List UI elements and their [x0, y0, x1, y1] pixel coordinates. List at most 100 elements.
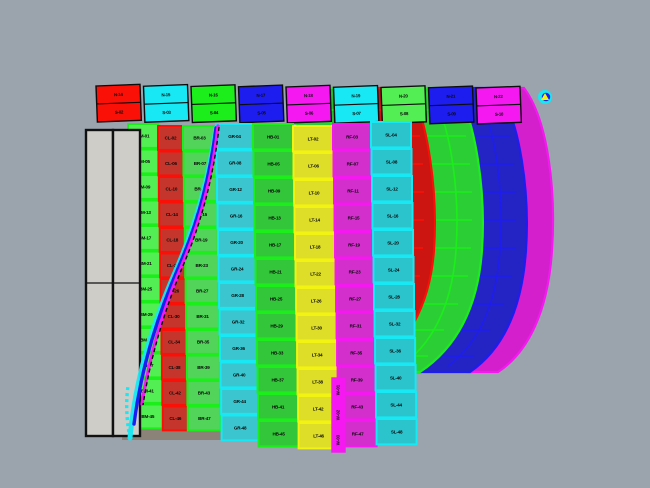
- top-tab-label-1: N-14: [114, 92, 124, 97]
- label-cell[interactable]: [217, 229, 257, 256]
- label-cell-text: LT-14: [309, 217, 320, 222]
- label-cell-text: HB-41: [272, 404, 285, 409]
- label-cell-text: HB-33: [271, 350, 284, 355]
- column-midgreen[interactable]: HB-01 HB-05 HB-09 HB-13 HB-17 HB-21 HB-25 HB-29…: [252, 123, 300, 448]
- label-cell[interactable]: [332, 150, 373, 178]
- deflection-curve[interactable]: [124, 124, 220, 441]
- label-cell[interactable]: [296, 368, 339, 396]
- label-cell-text: GR-08: [229, 161, 242, 166]
- label-cell-text: GR-16: [230, 214, 243, 219]
- label-cell-text: RF-39: [351, 377, 363, 382]
- top-tab-label-2: S-07: [352, 111, 361, 116]
- label-cell-text: LT-18: [310, 244, 321, 249]
- label-cell-text: RF-43: [351, 404, 363, 409]
- label-cell[interactable]: [371, 175, 414, 203]
- top-tab-label-1: N-19: [351, 93, 361, 98]
- vertical-label[interactable]: W-01: [331, 377, 346, 403]
- label-cell[interactable]: [253, 177, 296, 205]
- top-tab-label-1: N-18: [304, 93, 314, 98]
- top-tab-label-2: S-05: [257, 110, 266, 115]
- label-cell-text: GR-32: [232, 320, 245, 325]
- label-cell[interactable]: [372, 229, 415, 257]
- column-cyan[interactable]: SL-04 SL-08 SL-12 SL-16 SL-20 SL-24 SL-28 SL-32…: [370, 121, 418, 446]
- label-cell[interactable]: [334, 258, 375, 286]
- label-cell-text: GR-12: [229, 187, 242, 192]
- wall-plate-pair[interactable]: [84, 128, 142, 438]
- top-tab-label-2: S-08: [400, 111, 409, 116]
- label-cell-text: SL-28: [388, 294, 400, 299]
- label-cell-text: RF-47: [352, 431, 364, 436]
- top-tab-label-2: S-02: [115, 109, 124, 114]
- label-cell[interactable]: [294, 233, 337, 261]
- label-cell[interactable]: [216, 202, 256, 230]
- vertical-label[interactable]: W-02: [331, 402, 346, 428]
- label-cell[interactable]: [375, 391, 418, 419]
- top-tab-label-1: N-22: [494, 94, 504, 99]
- label-cell[interactable]: [218, 308, 258, 336]
- top-tab[interactable]: N-22 S-10: [475, 85, 523, 125]
- label-cell[interactable]: [333, 204, 374, 232]
- label-cell[interactable]: [370, 121, 412, 149]
- label-cell[interactable]: [335, 285, 376, 313]
- label-cell[interactable]: [373, 310, 416, 338]
- label-cell-text: BR-11: [194, 187, 207, 192]
- label-cell-text: HB-21: [269, 269, 282, 274]
- top-tab[interactable]: N-18 S-06: [285, 84, 333, 124]
- label-cell-text: BR-27: [196, 289, 209, 294]
- top-tab[interactable]: N-14 S-02: [95, 83, 143, 123]
- label-cell-text: SL-12: [386, 186, 398, 191]
- label-cell[interactable]: [374, 337, 417, 365]
- label-cell[interactable]: [295, 314, 338, 342]
- label-cell-text: RF-03: [346, 134, 358, 139]
- label-cell[interactable]: [333, 177, 374, 205]
- label-cell[interactable]: [372, 256, 415, 284]
- label-cell[interactable]: [294, 260, 337, 288]
- label-cell[interactable]: [373, 283, 416, 311]
- top-tab[interactable]: N-15 S-03: [142, 83, 190, 123]
- top-tab[interactable]: N-19 S-07: [332, 84, 380, 124]
- label-cell[interactable]: [370, 148, 413, 176]
- node-highlight-marker[interactable]: [538, 90, 552, 104]
- label-cell-text: CL-42: [169, 391, 181, 396]
- vertical-label-group[interactable]: W-01 W-02 W-03: [331, 377, 346, 453]
- label-cell[interactable]: [220, 414, 260, 442]
- label-cell-text: CL-46: [169, 416, 181, 421]
- label-cell[interactable]: [374, 364, 417, 392]
- label-cell-text: CL-06: [165, 161, 177, 166]
- label-cell-text: BR-39: [197, 365, 210, 370]
- vertical-label[interactable]: W-03: [331, 427, 346, 453]
- top-tab-label-1: N-15: [161, 92, 171, 97]
- label-cell-text: CL-14: [166, 212, 178, 217]
- label-cell[interactable]: [334, 231, 375, 259]
- top-tab[interactable]: N-21 S-09: [427, 85, 475, 125]
- label-cell[interactable]: [254, 258, 297, 286]
- label-cell[interactable]: [371, 202, 414, 230]
- label-cell-text: SL-32: [389, 321, 401, 326]
- label-cell[interactable]: [292, 152, 335, 180]
- label-cell[interactable]: [255, 312, 298, 340]
- label-cell-text: LT-38: [312, 379, 323, 384]
- label-cell[interactable]: [219, 361, 259, 389]
- label-cell-text: GR-44: [233, 399, 246, 404]
- label-column-group[interactable]: BM-01 BM-05 BM-09 BM-13 BM-17 BM-21 BM-25 BM-29…: [127, 121, 418, 450]
- vertical-label-text: W-03: [336, 434, 341, 445]
- label-cell[interactable]: [216, 176, 256, 203]
- label-cell-text: BR-47: [198, 416, 211, 421]
- column-teal[interactable]: GR-04 GR-08 GR-12 GR-16 GR-20 GR-24 GR-28 GR-32…: [215, 123, 260, 442]
- top-tab[interactable]: N-17 S-05: [237, 84, 285, 124]
- label-cell[interactable]: [335, 312, 376, 340]
- label-cell-text: CL-30: [168, 314, 180, 319]
- label-cell-text: GR-40: [233, 373, 246, 378]
- label-cell[interactable]: [375, 418, 418, 446]
- top-tab[interactable]: N-16 S-04: [190, 84, 238, 124]
- label-cell[interactable]: [254, 231, 297, 259]
- label-cell-text: HB-01: [267, 134, 280, 139]
- label-cell-text: LT-06: [308, 163, 319, 168]
- column-green[interactable]: BR-03BR-07BR-11BR-15BR-19BR-23BR-27BR-31…: [182, 125, 222, 432]
- label-cell[interactable]: [293, 179, 336, 207]
- top-tab-row[interactable]: N-14 S-02 N-15 S-03 N-16 S-04 N-17 S-05 N-18 S-06…: [95, 83, 523, 125]
- top-tab[interactable]: N-20 S-08: [380, 85, 428, 125]
- column-magenta[interactable]: RF-03 RF-07 RF-11 RF-15 RF-19 RF-23 RF-27 RF-31…: [332, 123, 378, 448]
